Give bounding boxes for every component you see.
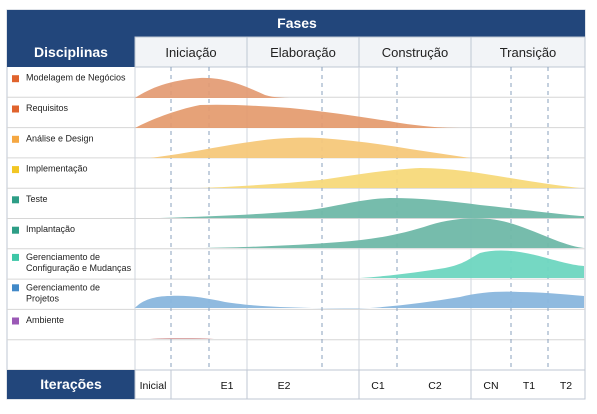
curve-project-management	[135, 291, 584, 309]
disciplines-header	[7, 37, 135, 67]
discipline-label: Configuração e Mudanças	[26, 263, 132, 273]
discipline-label: Implementação	[26, 164, 88, 174]
iteration-row-dividers	[170, 370, 472, 399]
discipline-label: Gerenciamento de	[26, 252, 100, 262]
discipline-color-marker	[12, 226, 19, 234]
disciplines-title: Disciplinas	[34, 44, 108, 60]
iteration-label-c2: C2	[428, 380, 442, 392]
curve-config-change-mgmt	[360, 250, 584, 278]
discipline-color-marker	[12, 75, 19, 83]
phase-label-iniciacao: Iniciação	[165, 45, 216, 60]
curve-test	[160, 198, 584, 218]
curve-analysis-design	[150, 137, 470, 158]
curve-business-modeling	[135, 77, 300, 98]
discipline-label: Requisitos	[26, 103, 69, 113]
discipline-label: Projetos	[26, 293, 60, 303]
phase-cell	[470, 36, 586, 68]
discipline-label: Implantação	[26, 224, 75, 234]
iteration-label-e1: E1	[221, 380, 234, 392]
workload-curves	[135, 77, 584, 339]
discipline-color-marker	[12, 253, 19, 261]
discipline-label: Ambiente	[26, 315, 64, 325]
iteration-label-c1: C1	[371, 380, 385, 392]
iterations-header	[7, 370, 135, 399]
phase-label-construcao: Construção	[382, 45, 448, 60]
discipline-label: Gerenciamento de	[26, 282, 100, 292]
phases-header-bar	[7, 10, 585, 37]
phase-header-row: Iniciação Elaboração Construção Transiçã…	[134, 36, 586, 68]
iterations-row	[134, 369, 586, 400]
discipline-color-marker	[12, 284, 19, 292]
iteration-label-inicial: Inicial	[140, 380, 167, 392]
phase-cell	[134, 36, 248, 68]
curve-environment	[150, 338, 214, 339]
discipline-color-marker	[12, 135, 19, 143]
phase-label-elaboracao: Elaboração	[270, 45, 336, 60]
iteration-label-t1: T1	[523, 380, 535, 392]
discipline-label: Teste	[26, 194, 48, 204]
iteration-label-e2: E2	[278, 380, 291, 392]
discipline-color-marker	[12, 196, 19, 204]
iteration-label-t2: T2	[560, 380, 572, 392]
discipline-color-marker	[12, 166, 19, 174]
discipline-color-marker	[12, 105, 19, 113]
discipline-labels: Modelagem de Negócios Requisitos Análise e…	[12, 73, 132, 325]
phase-label-transicao: Transição	[500, 45, 557, 60]
discipline-color-marker	[12, 317, 19, 325]
curve-requirements	[135, 104, 460, 128]
iteration-label-cn: CN	[483, 380, 498, 392]
iterations-title: Iterações	[40, 376, 102, 392]
diagram-frame	[6, 9, 586, 400]
discipline-label: Modelagem de Negócios	[26, 73, 126, 83]
discipline-label: Análise e Design	[26, 133, 94, 143]
curve-deployment	[205, 218, 584, 248]
phases-title: Fases	[277, 15, 317, 31]
curve-implementation	[200, 168, 580, 188]
iteration-labels: Inicial E1 E2 C1 C2 CN T1 T2	[140, 380, 573, 392]
